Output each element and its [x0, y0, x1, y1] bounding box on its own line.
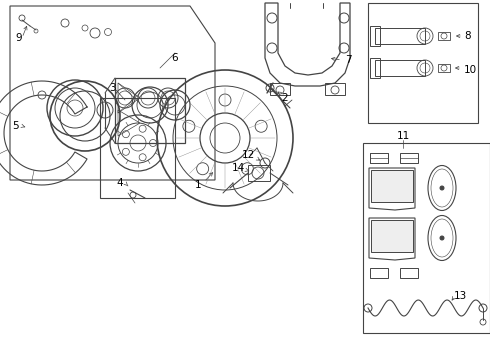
Circle shape [440, 186, 444, 190]
Text: 12: 12 [242, 150, 255, 160]
Bar [115, 78, 185, 143]
Bar [400, 153, 418, 163]
Bar [438, 32, 450, 40]
Bar [375, 60, 425, 76]
Bar [368, 3, 478, 123]
Bar [370, 58, 380, 78]
Text: 14: 14 [231, 163, 245, 173]
Bar [248, 165, 270, 181]
Bar [370, 153, 388, 163]
Bar [438, 64, 450, 72]
Text: 5: 5 [12, 121, 18, 131]
Text: 13: 13 [453, 291, 466, 301]
Bar [325, 83, 345, 95]
Text: 1: 1 [195, 180, 201, 190]
Text: 8: 8 [465, 31, 471, 41]
Bar [400, 268, 418, 278]
Text: 6: 6 [172, 53, 178, 63]
Text: 4: 4 [117, 178, 123, 188]
Text: 7: 7 [344, 55, 351, 65]
Text: 10: 10 [464, 65, 477, 75]
Text: 9: 9 [15, 33, 22, 43]
Bar [363, 143, 490, 333]
Circle shape [440, 236, 444, 240]
Bar [370, 26, 380, 46]
Bar [370, 268, 388, 278]
Text: 3: 3 [109, 83, 115, 93]
Text: 2: 2 [282, 93, 288, 103]
Bar [100, 98, 175, 198]
Bar [270, 83, 290, 95]
Text: 11: 11 [396, 131, 410, 141]
Bar [371, 220, 413, 252]
Bar [371, 170, 413, 202]
Bar [375, 28, 425, 44]
